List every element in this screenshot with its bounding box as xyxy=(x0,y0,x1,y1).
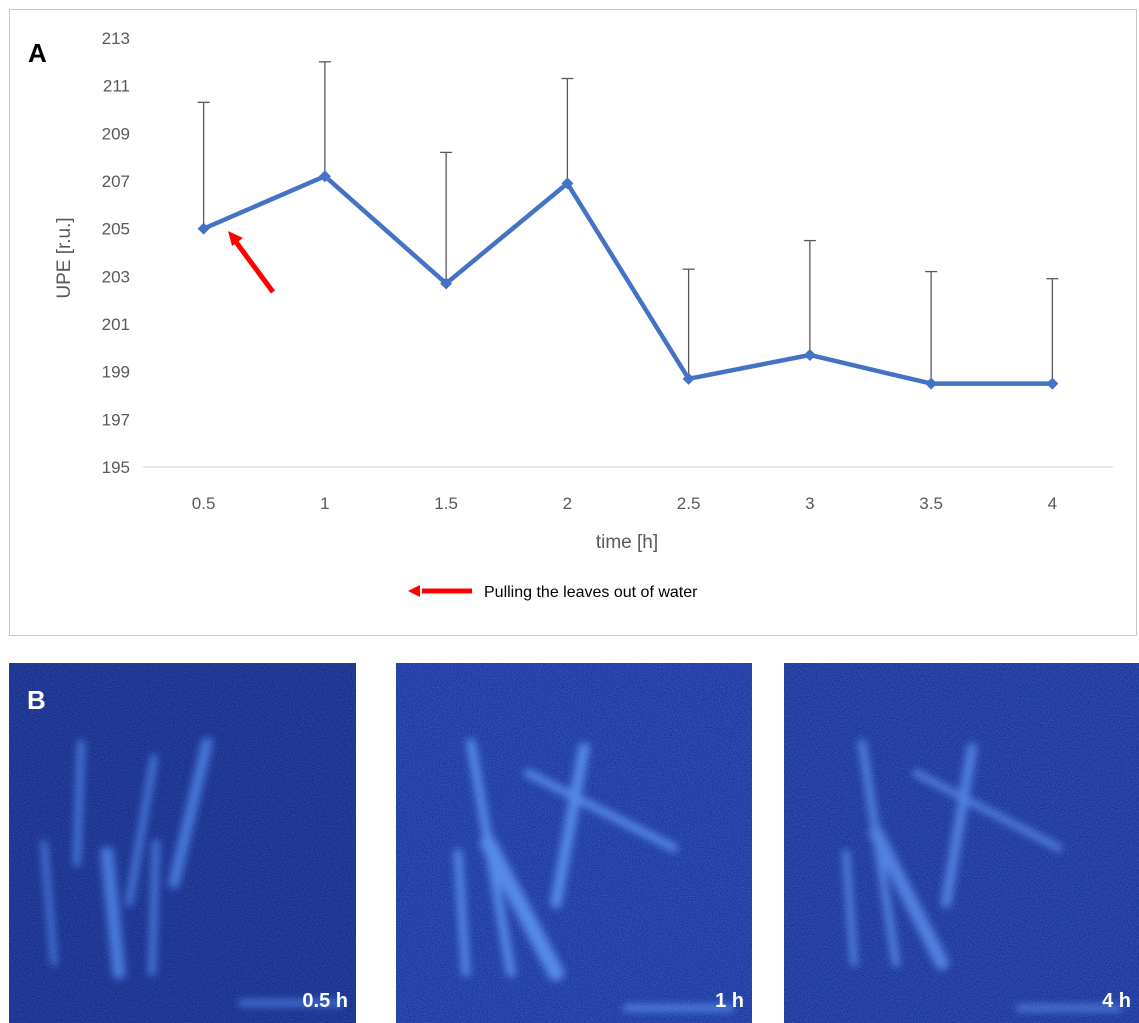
data-point xyxy=(925,377,938,390)
panel-time-label: 4 h xyxy=(1102,990,1131,1012)
x-tick-label: 2 xyxy=(563,494,572,513)
data-point xyxy=(561,177,574,190)
data-point xyxy=(1046,377,1059,390)
panel-label-b: B xyxy=(27,685,46,715)
x-axis-title: time [h] xyxy=(596,532,658,553)
y-tick-label: 207 xyxy=(102,172,130,191)
y-tick-label: 209 xyxy=(102,124,130,143)
image-panel-4h: 4 h xyxy=(784,663,1139,1023)
x-tick-label: 0.5 xyxy=(192,494,216,513)
chart-frame: A 195 197 199 201 203 205 207 209 211 213 0.5 1 1.5… xyxy=(9,9,1137,636)
y-tick-label: 201 xyxy=(102,315,130,334)
x-tick-label: 3 xyxy=(805,494,814,513)
y-tick-label: 211 xyxy=(103,77,130,96)
y-tick-label: 205 xyxy=(102,220,130,239)
y-tick-label: 197 xyxy=(102,410,130,429)
annotation-arrow xyxy=(228,231,276,294)
data-point xyxy=(682,372,695,385)
x-tick-label: 2.5 xyxy=(677,494,701,513)
x-tick-label: 3.5 xyxy=(919,494,943,513)
line-chart: A 195 197 199 201 203 205 207 209 211 213 0.5 1 1.5… xyxy=(28,29,1113,601)
panel-label-a: A xyxy=(28,38,47,68)
legend-text: Pulling the leaves out of water xyxy=(484,584,698,601)
data-point xyxy=(803,348,816,361)
panel-time-label: 1 h xyxy=(715,990,744,1012)
image-panel-1h: 1 h xyxy=(396,663,752,1023)
panel-time-label: 0.5 h xyxy=(302,990,348,1012)
legend-arrow-head xyxy=(408,585,420,597)
data-point xyxy=(318,170,331,183)
y-axis-title: UPE [r.u.] xyxy=(54,217,75,298)
x-tick-label: 1.5 xyxy=(434,494,458,513)
series-line xyxy=(202,173,1053,386)
y-tick-label: 213 xyxy=(102,29,130,48)
data-point xyxy=(197,222,210,235)
legend: Pulling the leaves out of water xyxy=(408,584,698,601)
y-tick-label: 199 xyxy=(102,363,130,382)
x-tick-label: 1 xyxy=(320,494,329,513)
data-point xyxy=(440,277,453,290)
y-tick-label: 203 xyxy=(102,267,130,286)
y-tick-label: 195 xyxy=(102,458,130,477)
x-tick-label: 4 xyxy=(1048,494,1057,513)
image-panel-0-5h: B 0.5 h xyxy=(9,663,356,1023)
